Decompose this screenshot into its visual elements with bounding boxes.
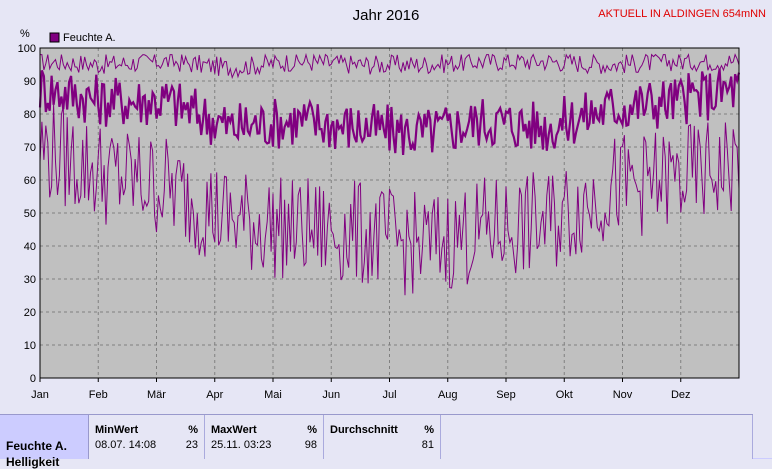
x-tick-label: Sep <box>496 389 516 401</box>
max-value: 98 <box>304 439 317 451</box>
min-value: 23 <box>185 439 198 451</box>
y-tick-label: 20 <box>24 307 36 319</box>
y-tick-label: 50 <box>24 208 36 220</box>
stats-series-label-next: Helligkeit <box>6 455 60 469</box>
x-tick-label: Dez <box>671 389 691 401</box>
max-unit: % <box>307 424 317 436</box>
x-tick-label: Jun <box>322 389 340 401</box>
stats-empty-cell <box>441 415 753 459</box>
x-tick-label: Apr <box>206 389 223 401</box>
plot-border <box>39 47 740 379</box>
y-tick-label: 100 <box>18 43 36 55</box>
series-line-max <box>40 52 740 80</box>
chart-title: Jahr 2016 <box>352 7 420 24</box>
x-tick-label: Aug <box>438 389 458 401</box>
legend-swatch <box>49 32 60 43</box>
avg-value: 81 <box>421 439 434 451</box>
next-chart-edge <box>753 414 772 458</box>
x-tick-label: Mai <box>264 389 282 401</box>
x-tick-label: Jul <box>382 389 396 401</box>
stats-panel: Feuchte A. Helligkeit MinWert % 08.07. 1… <box>0 414 772 469</box>
x-tick-label: Mär <box>147 389 166 401</box>
avg-unit: % <box>424 424 434 436</box>
y-tick-label: 70 <box>24 142 36 154</box>
y-tick-label: 80 <box>24 109 36 121</box>
x-tick-label: Nov <box>613 389 633 401</box>
y-tick-label: 60 <box>24 175 36 187</box>
max-header: MaxWert <box>211 424 257 436</box>
y-tick-label: 40 <box>24 241 36 253</box>
legend-label: Feuchte A. <box>63 32 116 44</box>
min-header: MinWert <box>95 424 139 436</box>
max-cell: MaxWert % 25.11. 03:23 98 <box>205 415 324 459</box>
avg-header: Durchschnitt <box>330 424 398 436</box>
y-tick-label: 30 <box>24 274 36 286</box>
min-unit: % <box>188 424 198 436</box>
y-axis-label: % <box>20 28 30 40</box>
series-line-min <box>39 104 740 296</box>
x-tick-label: Feb <box>89 389 108 401</box>
max-date: 25.11. 03:23 <box>211 439 272 451</box>
avg-cell: Durchschnitt % 81 <box>324 415 441 459</box>
y-tick-label: 10 <box>24 340 36 352</box>
station-label: AKTUELL IN ALDINGEN 654mNN <box>598 8 766 20</box>
humidity-chart: 0 10 20 30 40 50 60 70 80 90 100% Jan Feb Mär Apr Mai Ju… <box>18 28 741 401</box>
stats-label-cell: Feuchte A. Helligkeit <box>0 415 89 469</box>
min-date: 08.07. 14:08 <box>95 439 157 451</box>
stats-series-label: Feuchte A. <box>6 439 67 453</box>
y-tick-label: 0 <box>30 373 36 385</box>
y-tick-label: 90 <box>24 76 36 88</box>
x-tick-label: Okt <box>556 389 573 401</box>
min-cell: MinWert % 08.07. 14:08 23 <box>89 415 205 459</box>
x-tick-label: Jan <box>31 389 49 401</box>
series-line-avg <box>38 68 741 155</box>
